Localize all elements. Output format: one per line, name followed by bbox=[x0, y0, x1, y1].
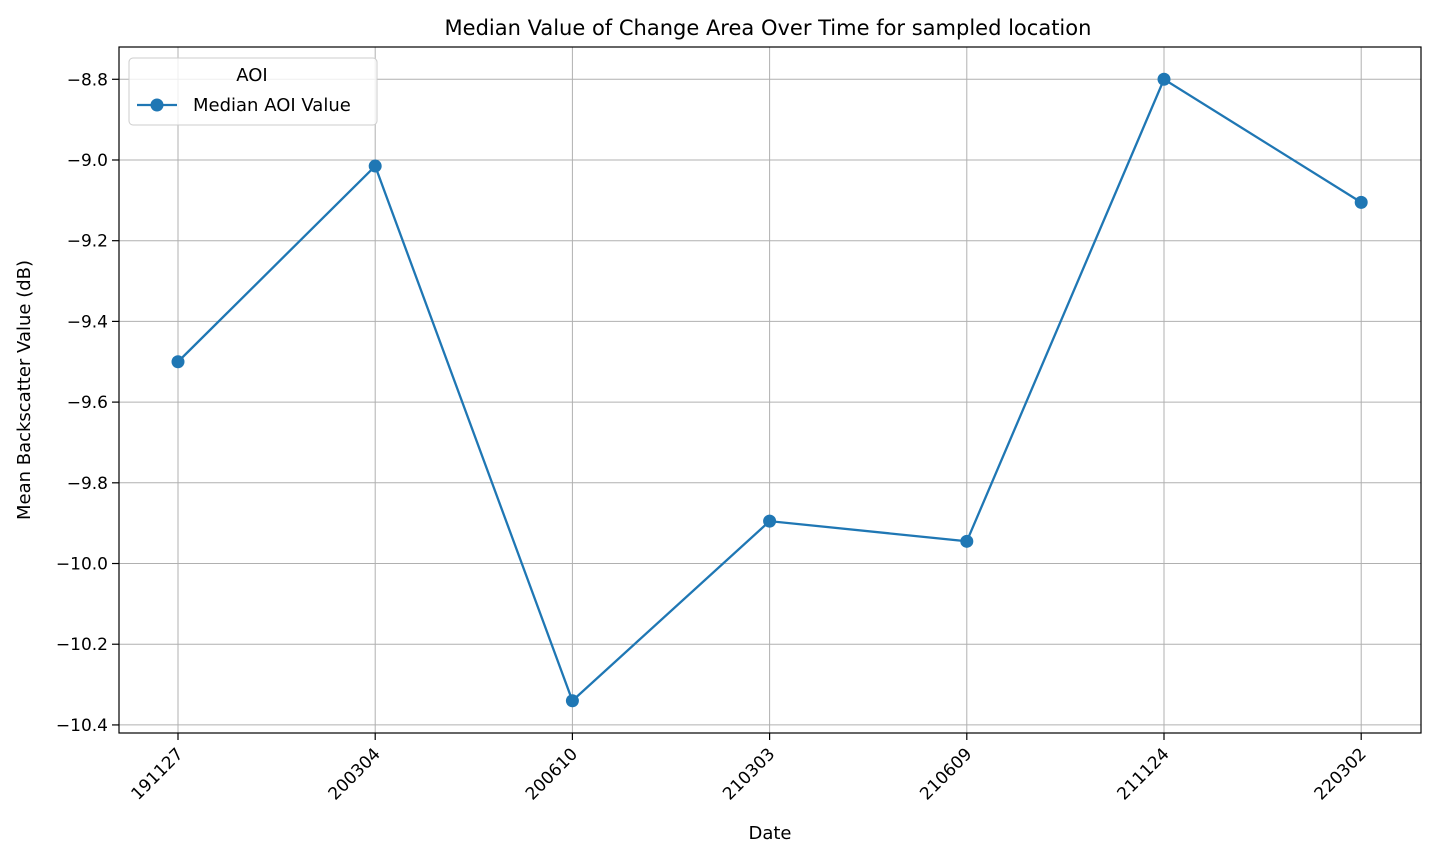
data-point bbox=[368, 159, 382, 173]
x-axis-ticks: 191127 200304 200610 210303 210609 211124 2203… bbox=[127, 733, 1371, 804]
data-point bbox=[960, 534, 974, 548]
x-tick-label: 200304 bbox=[325, 744, 385, 804]
x-tick-label: 211124 bbox=[1113, 744, 1173, 804]
grid-lines bbox=[119, 47, 1421, 733]
x-tick-label: 210303 bbox=[719, 744, 779, 804]
x-tick-label: 191127 bbox=[127, 744, 187, 804]
y-tick-label: −8.8 bbox=[67, 70, 108, 90]
y-axis-label: Mean Backscatter Value (dB) bbox=[14, 260, 35, 520]
y-tick-label: −9.4 bbox=[67, 312, 108, 332]
data-point bbox=[1157, 72, 1171, 86]
legend-series-label: Median AOI Value bbox=[193, 95, 351, 116]
legend-box bbox=[128, 57, 378, 126]
x-tick-label: 200610 bbox=[522, 744, 582, 804]
x-tick-label: 220302 bbox=[1311, 744, 1371, 804]
legend-marker-sample bbox=[150, 98, 164, 112]
data-point bbox=[171, 355, 185, 369]
data-point bbox=[565, 694, 579, 708]
data-point bbox=[763, 514, 777, 528]
data-point bbox=[1354, 195, 1368, 209]
y-tick-label: −10.0 bbox=[56, 555, 108, 575]
legend: AOI Median AOI Value bbox=[128, 57, 378, 126]
y-tick-label: −9.0 bbox=[67, 151, 108, 171]
chart-title: Median Value of Change Area Over Time fo… bbox=[445, 16, 1092, 40]
y-tick-label: −9.8 bbox=[67, 474, 108, 494]
y-tick-label: −9.2 bbox=[67, 232, 108, 252]
x-axis-label: Date bbox=[748, 823, 791, 844]
y-tick-label: −9.6 bbox=[67, 393, 108, 413]
y-tick-label: −10.4 bbox=[56, 716, 108, 736]
legend-title: AOI bbox=[236, 65, 267, 86]
x-tick-label: 210609 bbox=[916, 744, 976, 804]
y-tick-label: −10.2 bbox=[56, 635, 108, 655]
series-layer bbox=[171, 72, 1368, 708]
y-axis-ticks: −8.8 −9.0 −9.2 −9.4 −9.6 −9.8 −10.0 −10.2 −10.4 bbox=[56, 70, 119, 736]
